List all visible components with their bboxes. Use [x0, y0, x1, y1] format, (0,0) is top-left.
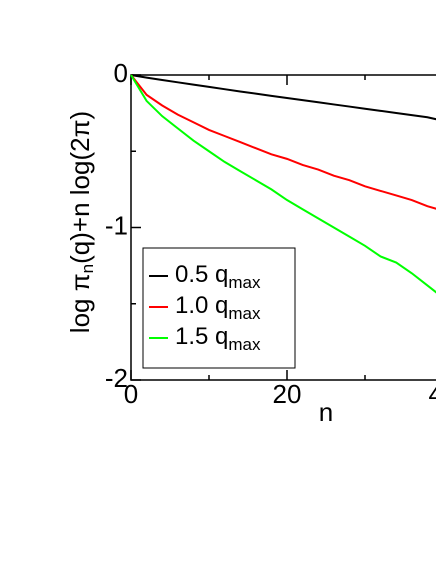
x-axis-label: n [319, 397, 333, 427]
y-tick-label: -1 [105, 210, 128, 240]
legend-name: 1.0 q [175, 292, 228, 319]
series-line [130, 74, 436, 294]
y-label-text: log π [65, 273, 95, 333]
legend-name: 1.5 q [175, 323, 228, 350]
legend-label: 0.5 qmax [175, 261, 261, 292]
y-label-sub: n [78, 264, 97, 273]
y-axis-label: log πn(q)+n log(2π) [65, 111, 98, 333]
x-tick-label: 0 [124, 379, 138, 409]
x-tick-label: 20 [273, 379, 302, 409]
x-tick-label: 40 [429, 379, 436, 409]
y-tick-label: -2 [105, 363, 128, 393]
legend-label: 1.0 qmax [175, 292, 261, 323]
legend-sub: max [228, 335, 261, 354]
legend-label: 1.5 qmax [175, 323, 261, 354]
series-line [130, 74, 436, 210]
series-line [130, 74, 436, 121]
y-label-rest: (q)+n log(2π) [65, 111, 95, 264]
legend-sub: max [228, 273, 261, 292]
legend-box [142, 247, 296, 369]
y-tick-label: 0 [114, 58, 128, 88]
legend-sub: max [228, 304, 261, 323]
legend-name: 0.5 q [175, 261, 228, 288]
